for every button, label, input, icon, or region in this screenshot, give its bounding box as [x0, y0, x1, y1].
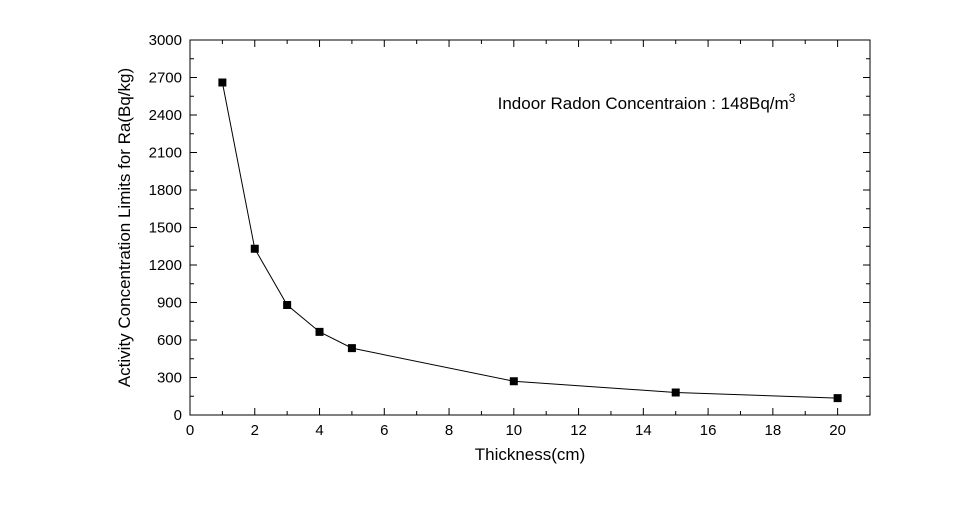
annotation-prefix: Indoor Radon Concentraion : 148Bq/m — [498, 94, 789, 113]
data-marker — [283, 301, 291, 309]
y-tick-label: 2100 — [149, 145, 182, 162]
data-marker — [218, 79, 226, 87]
data-marker — [510, 377, 518, 385]
y-tick-label: 1200 — [149, 257, 182, 274]
x-tick-label: 16 — [700, 422, 717, 439]
y-tick-label: 300 — [157, 370, 182, 387]
x-tick-label: 12 — [570, 422, 587, 439]
y-tick-label: 0 — [174, 407, 182, 424]
annotation-super: 3 — [789, 91, 796, 105]
y-tick-label: 1800 — [149, 182, 182, 199]
data-marker — [348, 344, 356, 352]
y-tick-label: 600 — [157, 332, 182, 349]
x-tick-label: 20 — [829, 422, 846, 439]
chart-bg — [0, 0, 971, 505]
x-tick-label: 10 — [505, 422, 522, 439]
annotation-text: Indoor Radon Concentraion : 148Bq/m3 — [498, 91, 796, 113]
y-tick-label: 3000 — [149, 32, 182, 49]
y-tick-label: 1500 — [149, 220, 182, 237]
chart-container: 0 2 4 6 8 10 12 14 16 18 20 0 300 600 900 1200 1500 1800 2… — [0, 0, 971, 505]
x-tick-label: 6 — [380, 422, 388, 439]
y-tick-label: 2400 — [149, 107, 182, 124]
y-tick-label: 2700 — [149, 70, 182, 87]
data-marker — [672, 389, 680, 397]
x-tick-label: 0 — [186, 422, 194, 439]
y-tick-label: 900 — [157, 295, 182, 312]
data-marker — [834, 394, 842, 402]
y-axis-title: Activity Concentration Limits for Ra(Bq/… — [115, 68, 134, 387]
data-marker — [316, 328, 324, 336]
data-marker — [251, 245, 259, 253]
x-tick-label: 18 — [765, 422, 782, 439]
x-tick-label: 2 — [251, 422, 259, 439]
chart-svg: 0 2 4 6 8 10 12 14 16 18 20 0 300 600 900 1200 1500 1800 2… — [0, 0, 971, 505]
x-axis-title: Thickness(cm) — [475, 445, 586, 464]
x-tick-label: 14 — [635, 422, 652, 439]
x-tick-label: 8 — [445, 422, 453, 439]
x-tick-label: 4 — [315, 422, 323, 439]
